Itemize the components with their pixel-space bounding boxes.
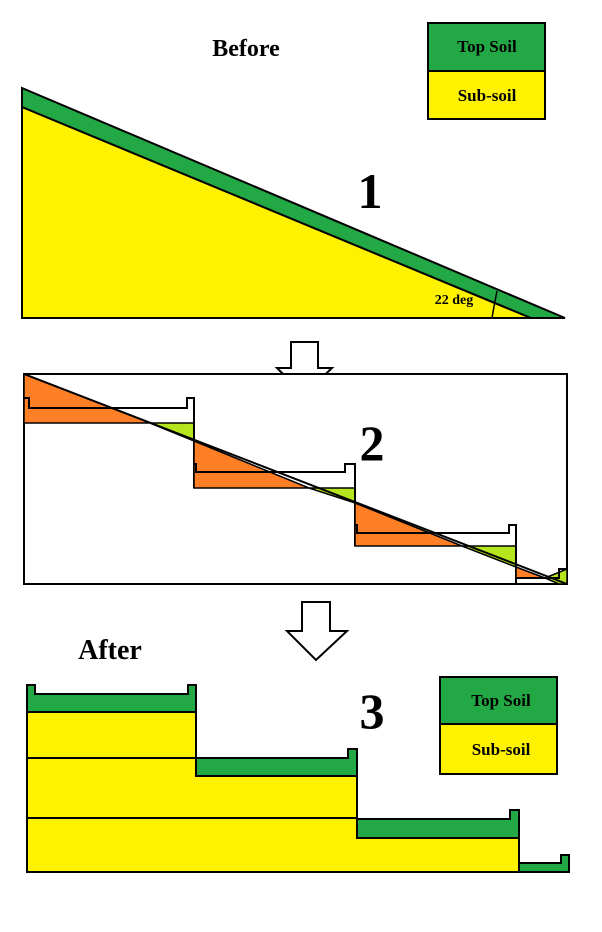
after-title: After	[78, 635, 142, 666]
cut-fill-section	[23, 372, 568, 585]
slope-before: 22 deg	[21, 86, 566, 319]
legend-sub-soil-swatch	[427, 70, 546, 120]
angle-arc	[491, 290, 498, 319]
step-number-3: 3	[360, 683, 385, 739]
legend-soil-top: Top Soil Sub-soil	[427, 22, 546, 120]
top-soil-terrace-2	[195, 748, 358, 777]
original-slope-line	[23, 373, 568, 585]
legend-top-soil-label: Top Soil	[457, 37, 517, 56]
legend-top-soil-swatch	[439, 676, 558, 725]
step-number-1: 1	[358, 163, 383, 219]
legend-soil-bottom: Top Soil Sub-soil	[439, 676, 558, 775]
terraces-after	[26, 684, 570, 873]
legend-top-soil-swatch	[427, 22, 546, 72]
before-title: Before	[212, 36, 280, 62]
top-soil-layer	[21, 86, 566, 319]
angle-label: 22 deg	[435, 293, 474, 308]
legend-top-soil-label: Top Soil	[471, 691, 531, 710]
terrace-profile-2	[194, 463, 356, 546]
step-number-2: 2	[360, 415, 385, 471]
legend-sub-soil-swatch	[439, 723, 558, 775]
legend-sub-soil-label: Sub-soil	[458, 86, 517, 105]
terrace-profile-3	[355, 524, 517, 584]
terrace-profile-4	[516, 568, 567, 579]
top-soil-terrace-1	[26, 684, 197, 713]
legend-sub-soil-label: Sub-soil	[472, 740, 531, 759]
top-soil-terrace-4	[518, 854, 570, 873]
terrace-profile-1	[24, 397, 195, 488]
down-arrow-icon	[284, 601, 350, 662]
top-soil-terrace-3	[356, 809, 520, 839]
